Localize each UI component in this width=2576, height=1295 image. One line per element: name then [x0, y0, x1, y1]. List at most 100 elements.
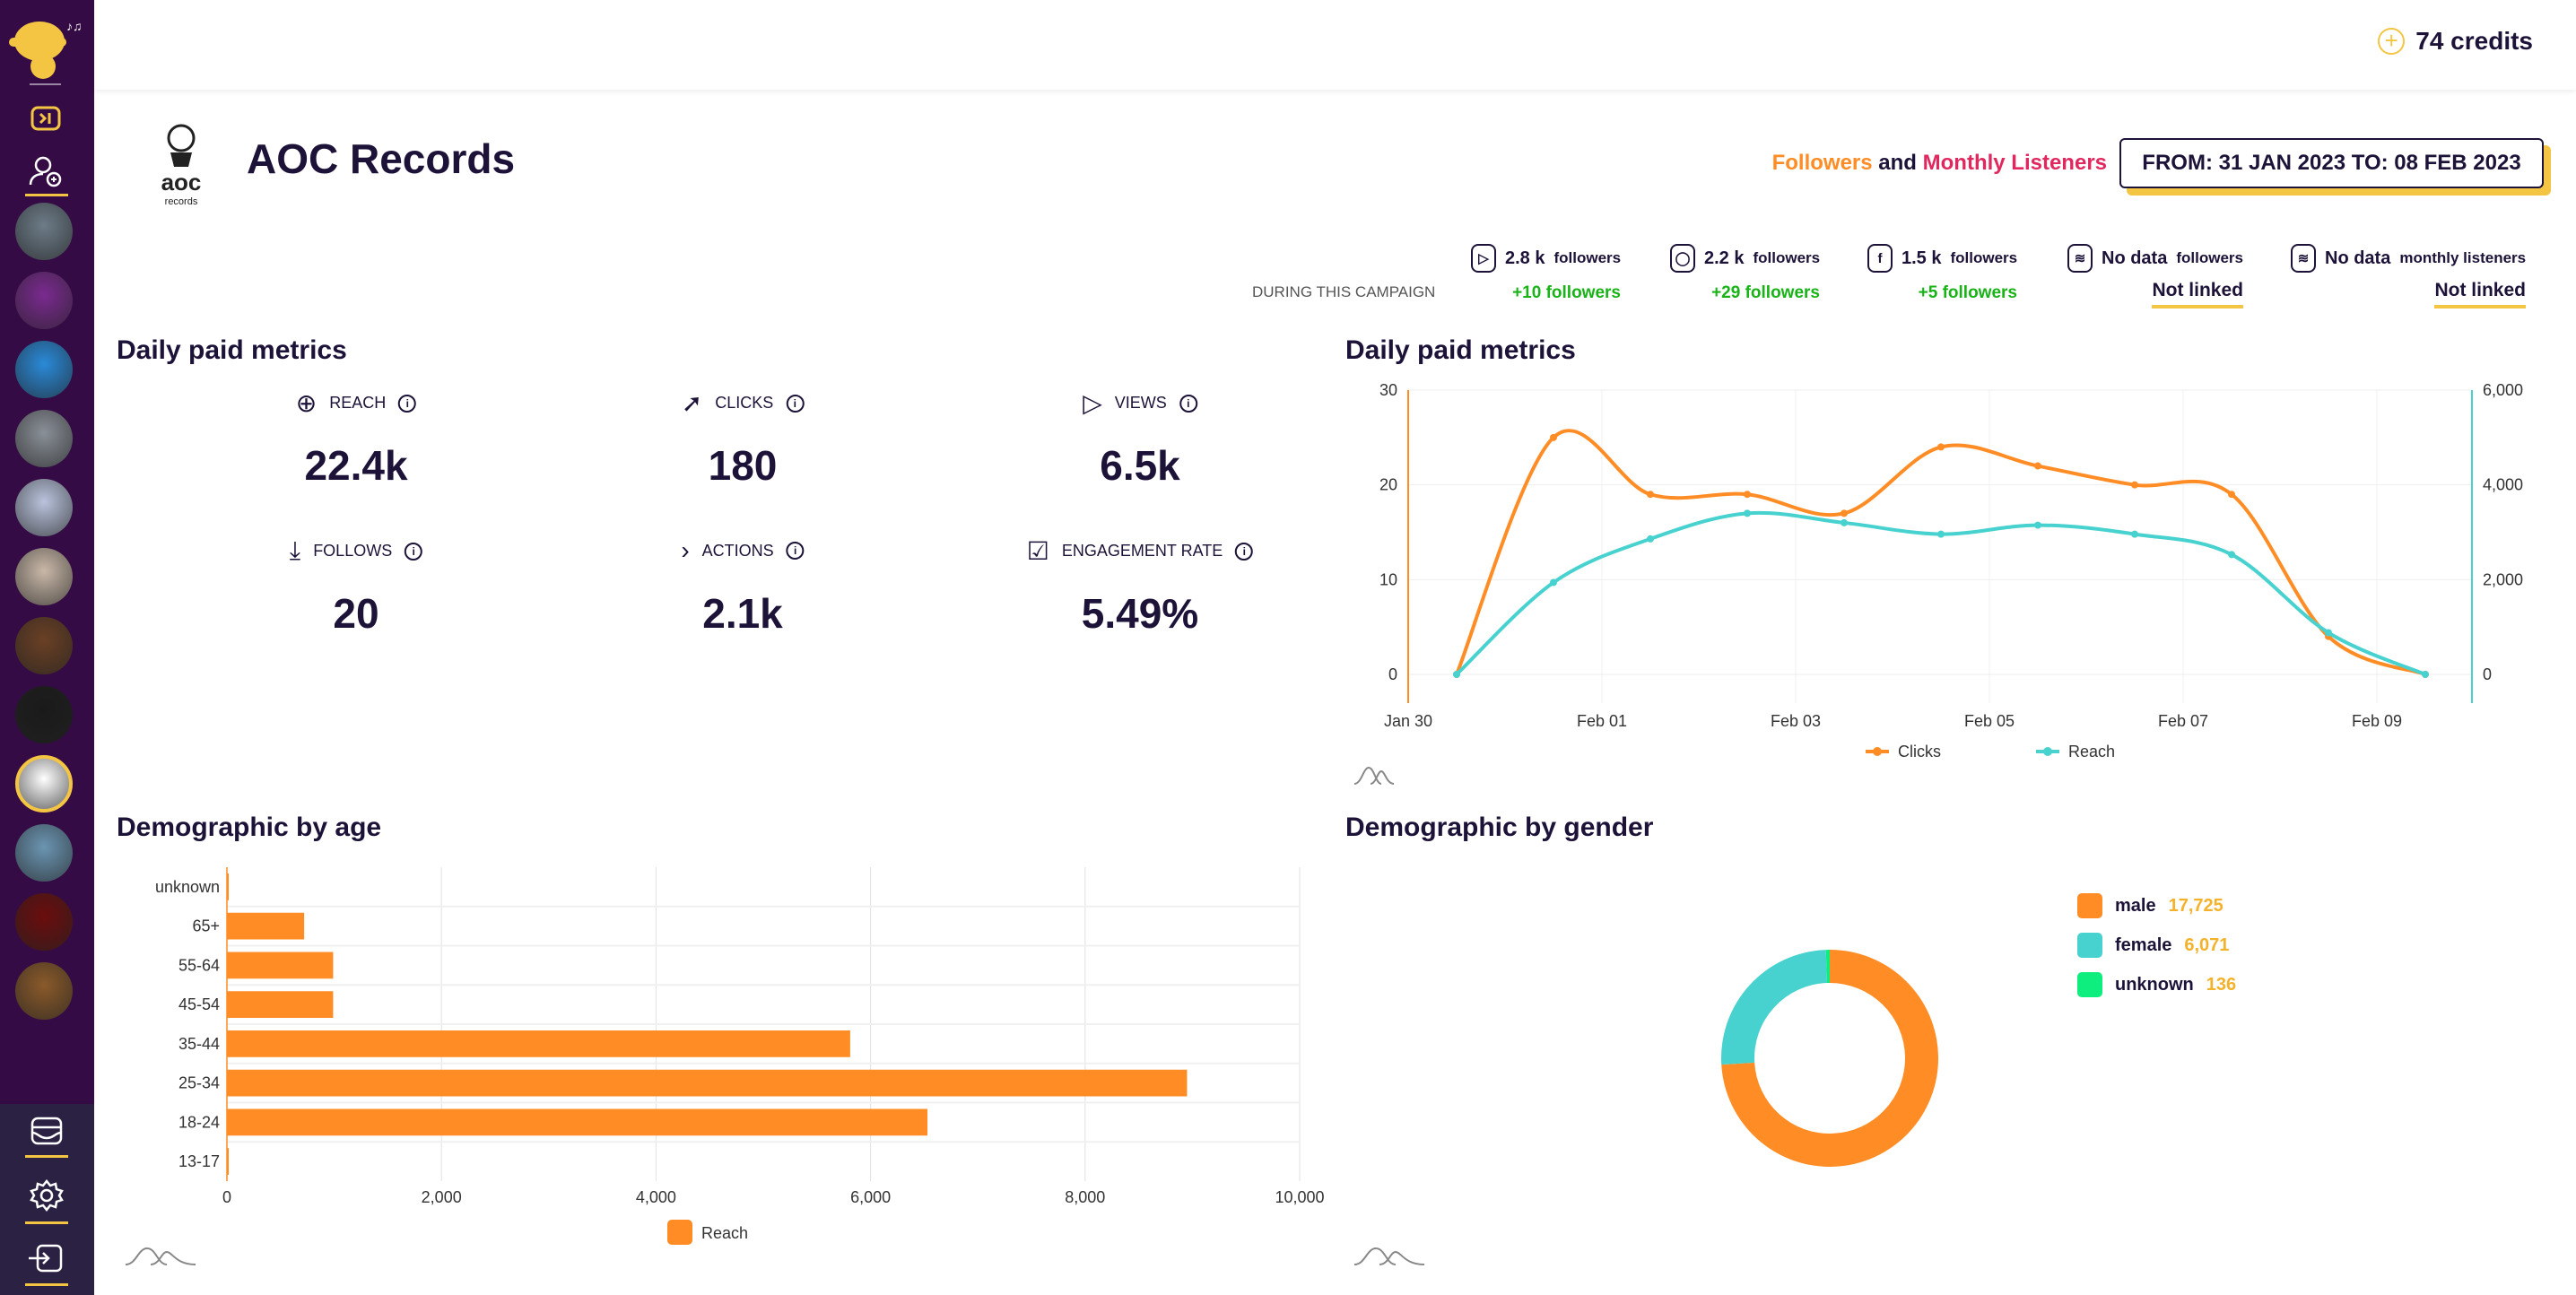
social-stat: f 1.5 k followers — [1867, 244, 2017, 273]
y-tick: 18-24 — [178, 1113, 220, 1131]
gender-donut-chart — [1721, 950, 1938, 1167]
x-tick: Feb 03 — [1771, 712, 1821, 730]
metric-value: 6.5k — [1100, 442, 1180, 489]
artist-avatar[interactable] — [15, 824, 73, 882]
artist-avatar[interactable] — [15, 203, 73, 260]
metric-label: VIEWS — [1114, 394, 1167, 412]
follows-icon: ⤓ — [289, 536, 301, 564]
artist-avatar[interactable] — [15, 755, 73, 813]
bar-55-64 — [227, 952, 334, 979]
clicks-point — [1647, 491, 1654, 499]
y-tick: 35-44 — [178, 1035, 220, 1053]
settings-icon[interactable] — [27, 1178, 66, 1217]
info-icon[interactable]: i — [786, 542, 805, 560]
legend-item-male[interactable]: male 17,725 — [2077, 893, 2236, 918]
metric-label-reach: ⊕ REACH i — [296, 388, 417, 418]
slice-female — [1721, 950, 1828, 1065]
legend-item-unknown[interactable]: unknown 136 — [2077, 972, 2236, 997]
x-tick: Feb 05 — [1964, 712, 2015, 730]
clicks-point — [2034, 462, 2041, 470]
follower-delta: +10 followers — [1512, 283, 1621, 302]
metric-label: REACH — [329, 394, 387, 412]
chart-type-icon[interactable] — [124, 1245, 199, 1266]
logout-icon[interactable] — [27, 1240, 66, 1280]
bar-13-17 — [227, 1148, 229, 1175]
metric-label: CLICKS — [715, 394, 774, 412]
followers-word: Followers — [1771, 151, 1873, 175]
social-unit: followers — [1553, 249, 1622, 266]
credits-label: 74 credits — [2415, 27, 2533, 55]
reach-point — [2131, 530, 2138, 538]
not-linked-link[interactable]: Not linked — [2152, 280, 2243, 309]
follower-delta: +5 followers — [1918, 283, 2017, 302]
brand-logo: aoc records — [140, 111, 222, 212]
metric-value: 22.4k — [304, 442, 408, 489]
collapse-icon[interactable] — [27, 104, 66, 143]
info-icon[interactable]: i — [405, 542, 423, 561]
legend-label: male — [2115, 895, 2156, 916]
add-user-icon[interactable] — [27, 154, 66, 194]
metrics-title: Daily paid metrics — [117, 335, 347, 365]
gender-chart-title: Demographic by gender — [1345, 813, 1654, 842]
youtube-icon: ▷ — [1471, 244, 1496, 273]
social-unit: followers — [2176, 249, 2243, 266]
y-left-tick: 10 — [1379, 570, 1397, 588]
chart-type-icon[interactable] — [1353, 1245, 1428, 1266]
x-tick: Feb 01 — [1577, 712, 1627, 730]
app-logo[interactable]: ♪♫ — [7, 7, 88, 88]
artist-avatar[interactable] — [15, 686, 73, 743]
metric-label: ACTIONS — [701, 541, 774, 560]
artist-avatar[interactable] — [15, 479, 73, 536]
info-icon[interactable]: i — [398, 394, 417, 413]
artist-avatar[interactable] — [15, 962, 73, 1020]
legend-marker — [1873, 747, 1882, 756]
metric-label-views: ▷ VIEWS i — [1083, 388, 1197, 418]
line-chart-title: Daily paid metrics — [1345, 335, 1576, 365]
inbox-icon[interactable] — [27, 1113, 66, 1152]
cursor-icon: ➚ — [681, 389, 703, 417]
y-right-tick: 4,000 — [2483, 476, 2523, 494]
page-title: AOC Records — [247, 135, 516, 182]
reach-point — [2034, 521, 2041, 529]
artist-avatar[interactable] — [15, 341, 73, 398]
social-value: 2.8 k — [1505, 248, 1545, 268]
spotify-icon: ≋ — [2291, 244, 2316, 273]
bar-65+ — [227, 912, 305, 940]
info-icon[interactable]: i — [1235, 542, 1254, 561]
info-icon[interactable]: i — [786, 394, 805, 413]
gender-legend: male 17,725 female 6,071 unknown 136 — [2077, 893, 2236, 1012]
artist-avatar[interactable] — [15, 272, 73, 329]
y-tick: 45-54 — [178, 995, 220, 1013]
artist-avatar[interactable] — [15, 410, 73, 467]
social-stat: ◯ 2.2 k followers — [1670, 244, 1820, 273]
artist-avatar[interactable] — [15, 548, 73, 605]
y-tick: 55-64 — [178, 956, 220, 974]
legend-item-female[interactable]: female 6,071 — [2077, 933, 2236, 958]
social-value: No data — [2102, 248, 2168, 268]
not-linked-link[interactable]: Not linked — [2434, 280, 2526, 309]
legend-marker — [2043, 747, 2052, 756]
metric-value: 20 — [333, 590, 379, 637]
artist-avatar[interactable] — [15, 893, 73, 951]
date-range-button[interactable]: FROM: 31 JAN 2023 TO: 08 FEB 2023 — [2119, 138, 2544, 188]
y-left-tick: 20 — [1379, 476, 1397, 494]
svg-text:aoc: aoc — [161, 169, 202, 196]
instagram-icon: ◯ — [1670, 244, 1695, 273]
info-icon[interactable]: i — [1179, 394, 1197, 413]
legend-label: Reach — [701, 1224, 748, 1242]
during-campaign-label: DURING THIS CAMPAIGN — [1252, 283, 1436, 300]
metric-value: 5.49% — [1081, 590, 1199, 637]
reach-point — [1647, 535, 1654, 543]
x-tick: 10,000 — [1275, 1188, 1324, 1206]
credits-button[interactable]: +74 credits — [2378, 27, 2533, 56]
chart-type-icon[interactable] — [1353, 764, 1397, 786]
age-bar-chart: 0 2,000 4,000 6,000 8,000 10,000 unknown 65+ 55-… — [155, 867, 1325, 1245]
chat-check-icon: ☑ — [1026, 537, 1049, 565]
artist-avatar[interactable] — [15, 617, 73, 674]
reach-point — [1744, 509, 1751, 517]
y-right-tick: 2,000 — [2483, 570, 2523, 588]
followers-heading: Followers and Monthly Listeners — [1772, 151, 2107, 176]
mascot-logo-icon: ♪♫ — [9, 19, 83, 85]
reach-point — [1550, 578, 1557, 587]
y-tick: 13-17 — [178, 1152, 220, 1170]
